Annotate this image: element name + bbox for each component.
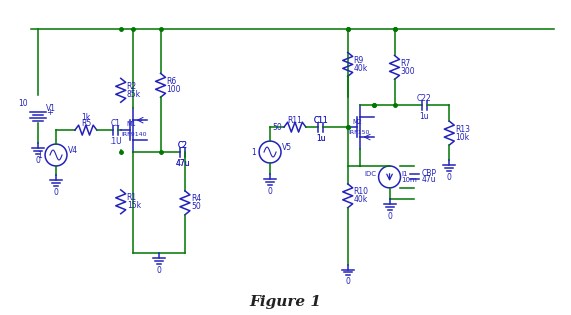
Text: M1: M1	[127, 121, 136, 127]
Text: R10: R10	[353, 187, 369, 196]
Text: 300: 300	[400, 67, 415, 76]
Text: R11: R11	[288, 116, 303, 125]
Text: 0: 0	[268, 187, 272, 196]
Text: 40k: 40k	[353, 195, 368, 204]
Text: M2: M2	[353, 119, 363, 125]
Text: 1k: 1k	[81, 113, 91, 122]
Text: CBP: CBP	[421, 169, 436, 178]
Text: R2: R2	[127, 82, 137, 91]
Text: 1: 1	[37, 151, 42, 159]
Text: 1u: 1u	[420, 112, 429, 121]
Text: 0: 0	[54, 188, 58, 197]
Text: I1: I1	[401, 171, 408, 177]
Text: V5: V5	[282, 143, 292, 152]
Text: 0: 0	[447, 173, 452, 182]
Text: 1: 1	[251, 147, 256, 157]
Text: C22: C22	[417, 94, 432, 103]
Text: 10k: 10k	[455, 133, 469, 141]
Text: R1: R1	[127, 193, 137, 202]
Text: R6: R6	[167, 77, 177, 86]
Text: C2: C2	[178, 140, 187, 150]
Text: 50: 50	[272, 123, 282, 132]
Text: R9: R9	[353, 56, 364, 65]
Text: Figure 1: Figure 1	[249, 295, 321, 309]
Text: 1u: 1u	[316, 134, 325, 143]
Text: 47u: 47u	[175, 159, 190, 168]
Text: C11: C11	[313, 116, 328, 125]
Text: IRF150: IRF150	[349, 130, 370, 135]
Text: +: +	[46, 108, 53, 117]
Text: 10m: 10m	[401, 177, 417, 183]
Text: R7: R7	[400, 59, 411, 68]
Text: C2: C2	[178, 140, 187, 150]
Text: R4: R4	[191, 194, 201, 203]
Text: R5: R5	[81, 119, 91, 128]
Text: .1U: .1U	[110, 137, 122, 146]
Text: 40k: 40k	[353, 64, 368, 73]
Text: V4: V4	[68, 146, 78, 155]
Text: 100: 100	[167, 85, 181, 94]
Text: R13: R13	[455, 125, 471, 134]
Text: 85k: 85k	[127, 90, 141, 99]
Text: V1: V1	[46, 104, 56, 113]
Text: 15k: 15k	[127, 201, 141, 210]
Text: 47u: 47u	[421, 175, 436, 184]
Text: 50: 50	[191, 202, 200, 211]
Text: 0: 0	[345, 278, 350, 286]
Text: 0: 0	[387, 212, 392, 221]
Text: 0: 0	[35, 156, 41, 165]
Text: 10: 10	[18, 99, 28, 108]
Text: C1: C1	[111, 119, 120, 128]
Text: 47u: 47u	[175, 159, 190, 168]
Text: C11: C11	[313, 116, 328, 125]
Text: 0: 0	[156, 266, 161, 274]
Text: 1u: 1u	[316, 134, 325, 143]
Text: IDC: IDC	[365, 171, 377, 177]
Text: IRF9140: IRF9140	[122, 132, 147, 137]
